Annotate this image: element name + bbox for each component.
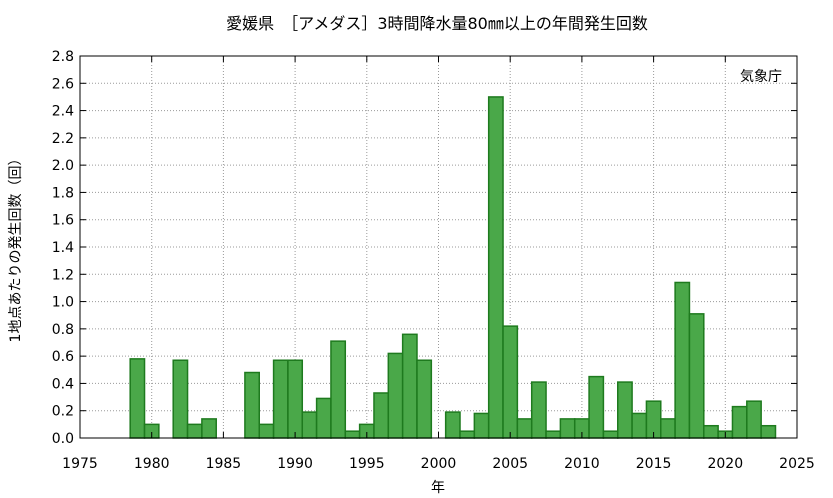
bar-1989 [272,359,289,439]
bar-1984 [201,418,217,439]
bar-2008 [545,430,562,439]
x-tick-label: 1985 [206,456,242,472]
bar-1993 [330,340,347,439]
bar-1988 [258,423,275,439]
bar-2017 [674,281,691,439]
y-tick-label: 0.0 [52,431,74,447]
bar-1994 [344,430,361,439]
bar-1987 [244,371,261,439]
x-tick-label: 1990 [277,456,313,472]
y-tick-label: 1.8 [52,185,74,201]
bar-2018 [688,313,705,439]
bar-1997 [387,352,404,439]
bar-1998 [401,333,418,439]
y-tick-label: 1.6 [52,213,74,229]
bar-2001 [444,411,461,439]
y-tick-label: 2.6 [52,76,74,92]
x-tick-label: 2010 [564,456,600,472]
chart-title: 愛媛県 ［アメダス］3時間降水量80㎜以上の年間発生回数 [226,14,648,33]
x-tick-label: 1975 [62,456,98,472]
bar-2022 [746,400,762,439]
source-note: 気象庁 [740,69,782,85]
y-tick-label: 2.4 [52,104,74,120]
bar-2016 [660,418,676,439]
y-tick-label: 0.6 [52,349,74,365]
y-tick-label: 0.8 [52,322,74,338]
bar-1991 [301,411,318,439]
bar-1982 [172,359,189,439]
bar-1996 [373,392,390,439]
bar-2003 [473,412,490,439]
bar-2014 [631,412,648,439]
x-tick-label: 1995 [349,456,385,472]
bar-1990 [287,359,304,439]
bars [129,96,777,439]
bar-2002 [459,430,476,439]
x-tick-label: 2020 [707,456,743,472]
y-tick-label: 1.0 [52,295,74,311]
x-axis-label: 年 [431,480,445,496]
x-tick-label: 2005 [492,456,528,472]
bar-2012 [602,430,619,439]
x-tick-label: 2015 [636,456,672,472]
y-tick-label: 2.8 [52,49,74,65]
y-tick-label: 2.2 [52,131,74,147]
bar-1999 [416,359,433,439]
x-tick-label: 2000 [421,456,457,472]
x-axis-ticks: 1975 1980 1985 1990 1995 2000 2005 2010 2015 2020… [62,56,815,472]
y-axis-ticks: 0.0 0.2 0.4 0.6 0.8 1.0 1.2 1.4 1.6 1.8 2.0 2.2 2.4 2… [52,49,797,447]
bar-2009 [559,418,576,439]
y-tick-label: 0.4 [52,376,74,392]
bar-2005 [502,325,519,439]
y-tick-label: 2.0 [52,158,74,174]
bar-2006 [516,418,533,439]
x-tick-label: 1980 [134,456,170,472]
bar-2021 [731,405,748,439]
bar-2023 [760,424,777,439]
y-tick-label: 0.2 [52,404,74,420]
bar-1983 [186,423,203,439]
bar-2019 [703,424,719,439]
bar-2004 [487,96,504,439]
y-tick-label: 1.2 [52,267,74,283]
bar-1992 [315,397,332,439]
bar-2007 [530,381,547,439]
y-tick-label: 1.4 [52,240,74,256]
bar-2013 [617,381,633,439]
bar-2011 [588,375,605,439]
x-tick-label: 2025 [779,456,815,472]
y-axis-label: 1地点あたりの発生回数（回） [8,152,24,343]
bar-1979 [129,358,146,439]
